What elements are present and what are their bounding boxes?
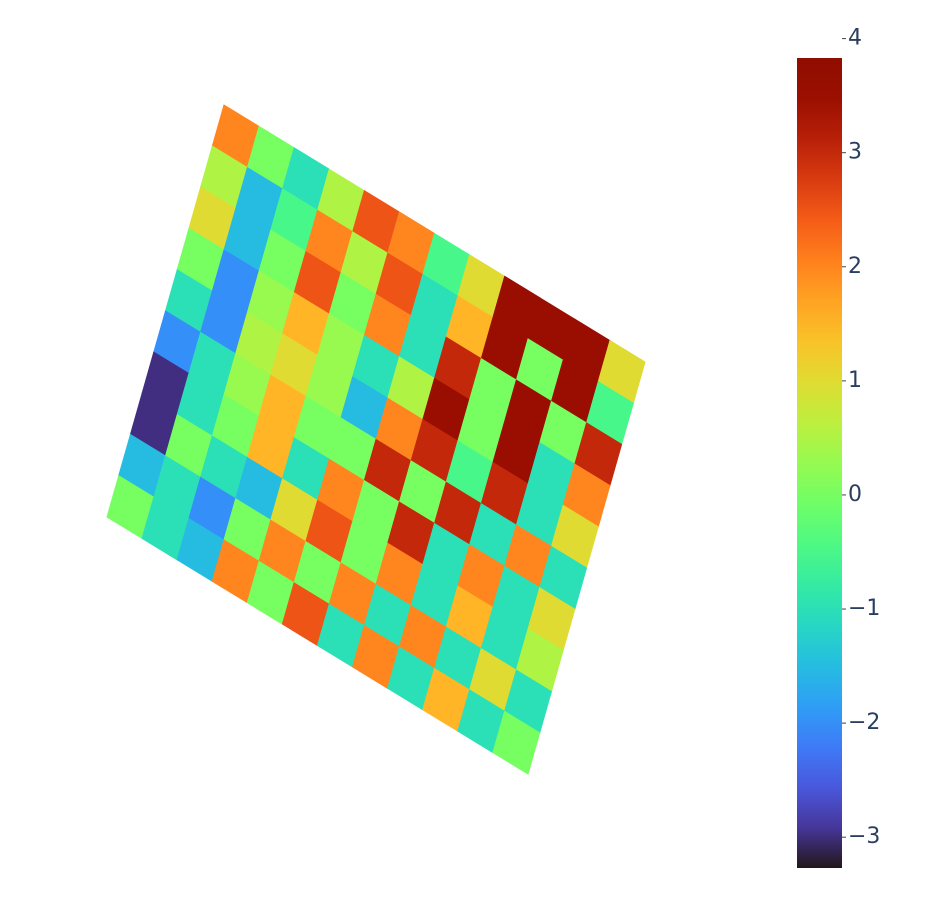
colorbar-tick-label: 2 [848,254,862,279]
heatmap [106,104,646,775]
colorbar-tick-label: 3 [848,140,862,165]
colorbar-tick-label: 0 [848,482,862,507]
colorbar-tick-label: 4 [848,26,862,51]
heat-cell [492,710,541,775]
colorbar-tick-label: 1 [848,368,862,393]
colorbar-tick-label: −2 [848,710,880,735]
colorbar-tick-label: −1 [848,596,880,621]
colorbar-tick-label: −3 [848,824,880,849]
colorbar [797,58,842,868]
